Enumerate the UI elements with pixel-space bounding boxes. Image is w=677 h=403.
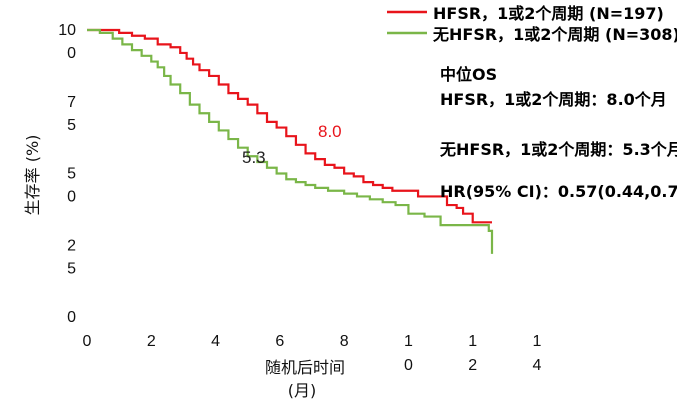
median-os-annotation: 中位OS HFSR，1或2个周期：8.0个月 无HFSR，1或2个周期：5.3个… [439,65,677,201]
x-axis-unit: (月) [288,381,317,400]
y-tick-label: 0 [67,45,76,62]
median-label-no-hfsr: 5.3 [242,148,266,167]
legend: HFSR，1或2个周期 (N=197) 无HFSR，1或2个周期 (N=308) [387,4,677,44]
y-tick-label: 5 [67,166,76,183]
x-tick-label: 1 [468,333,477,350]
x-tick-label: 2 [147,333,156,350]
x-tick-label: 1 [404,333,413,350]
x-tick-label: 0 [83,333,92,350]
x-tick-label: 4 [533,357,542,374]
x-tick-label: 8 [340,333,349,350]
legend-label-no-hfsr: 无HFSR，1或2个周期 (N=308) [432,25,677,44]
y-tick-label: 0 [67,309,76,326]
median-os-hfsr: HFSR，1或2个周期：8.0个月 [440,90,667,109]
x-tick-label: 0 [404,357,413,374]
x-tick-label: 1 [533,333,542,350]
x-tick-label: 2 [468,357,477,374]
hazard-ratio: HR(95% CI)：0.57(0.44,0.74) [440,182,677,201]
y-tick-label: 2 [67,237,76,254]
series-line-no-hfsr [87,28,494,254]
x-tick-label: 6 [275,333,284,350]
y-tick-label: 5 [67,117,76,134]
median-label-hfsr: 8.0 [318,122,342,141]
legend-label-hfsr: HFSR，1或2个周期 (N=197) [433,4,664,23]
median-os-no-hfsr: 无HFSR，1或2个周期：5.3个月 [439,140,677,159]
y-axis-title: 生存率 (%) [23,135,42,216]
median-os-title: 中位OS [440,65,497,84]
x-axis-title: 随机后时间 [265,358,345,377]
x-tick-label: 4 [211,333,220,350]
series-line-hfsr [87,28,492,224]
y-tick-label: 7 [67,94,76,111]
y-tick-label: 5 [67,260,76,277]
y-tick-label: 0 [67,189,76,206]
y-tick-label: 10 [58,22,76,39]
